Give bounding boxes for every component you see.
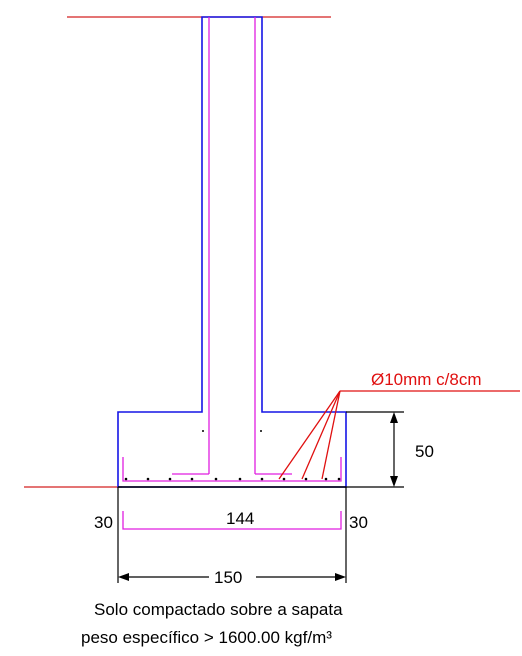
total-width-label: 150 xyxy=(214,568,242,587)
height-dimension xyxy=(346,411,404,488)
width-arrow-right xyxy=(335,573,346,581)
inner-width-dimension xyxy=(122,511,342,530)
left-cover-label: 30 xyxy=(94,513,113,532)
right-cover-label: 30 xyxy=(349,513,368,532)
rebar-dots xyxy=(124,430,341,481)
inner-width-label: 144 xyxy=(226,509,254,528)
rebar-callout xyxy=(278,390,520,480)
width-arrow-left xyxy=(118,573,129,581)
total-width-dimension xyxy=(117,487,347,583)
rebar-callout-label: Ø10mm c/8cm xyxy=(371,370,482,389)
soil-note-line2: peso específico > 1600.00 kgf/m³ xyxy=(81,628,332,647)
footing-rebar xyxy=(122,457,342,482)
footing-height-label: 50 xyxy=(415,442,434,461)
concrete-outline xyxy=(117,16,347,488)
soil-note-line1: Solo compactado sobre a sapata xyxy=(94,600,343,619)
height-arrow-bottom xyxy=(390,476,398,487)
height-arrow-top xyxy=(390,412,398,423)
